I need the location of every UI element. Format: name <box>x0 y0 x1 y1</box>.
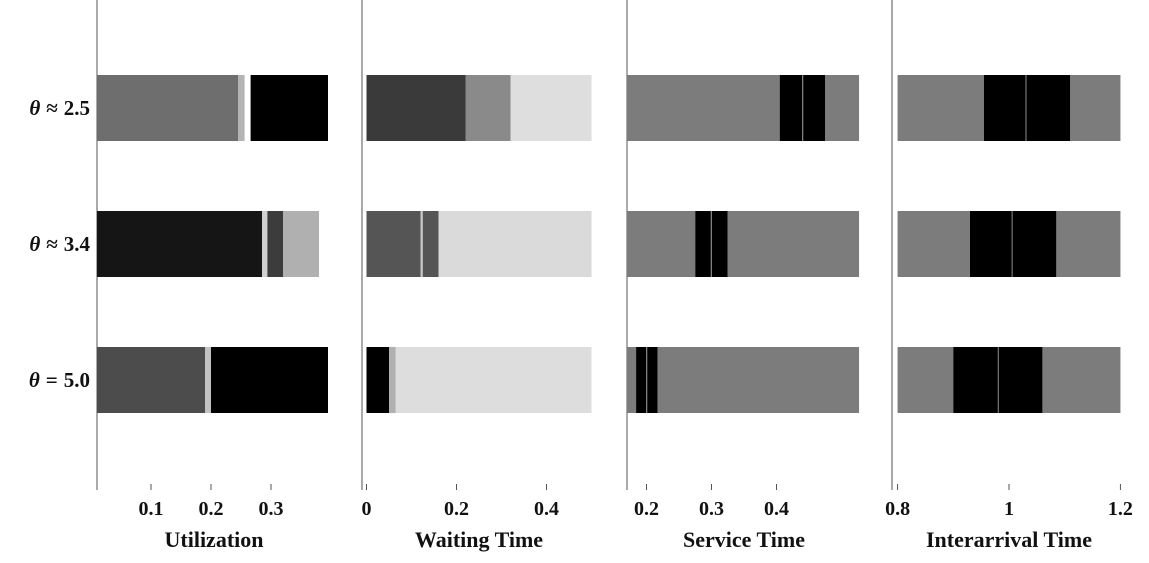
panel-2-row-0-segment-3 <box>825 75 860 141</box>
panel-3-row-1-segment-1 <box>970 211 1012 277</box>
panel-3-row-1-segment-2 <box>1012 211 1057 277</box>
row-label-2: θ = 5.0 <box>29 368 90 392</box>
panel-0-row-2-segment-1 <box>205 347 211 413</box>
row-label-1-symbol: θ <box>29 232 40 256</box>
panel-3-tick-label-0: 0.8 <box>885 498 910 520</box>
panel-2-row-0-segment-1 <box>779 75 803 141</box>
row-label-0-symbol: θ <box>29 96 40 120</box>
panel-0-row-0-segment-1 <box>238 75 245 141</box>
panel-2-row-0-segment-2 <box>803 75 826 141</box>
panel-1-row-1-segment-0 <box>366 211 421 277</box>
panel-2-tick-label-2: 0.4 <box>764 498 789 520</box>
panel-3-x-axis-title: Interarrival Time <box>926 527 1092 552</box>
row-label-0: θ ≈2.5 <box>29 96 90 120</box>
panel-0-row-2-segment-2 <box>211 347 328 413</box>
row-label-1: θ ≈3.4 <box>29 232 90 256</box>
row-label-2-relation: = <box>46 368 58 392</box>
panel-0-row-1-segment-2 <box>267 211 283 277</box>
panel-1-x-axis-title: Waiting Time <box>415 527 543 552</box>
panel-3-row-0-segment-2 <box>1026 75 1071 141</box>
panel-1-row-1-segment-3 <box>438 211 592 277</box>
panel-0-row-1-segment-1 <box>262 211 268 277</box>
row-label-1-value: 3.4 <box>64 232 91 256</box>
panel-1-row-0-segment-0 <box>366 75 466 141</box>
panel-2-row-0-segment-0 <box>627 75 780 141</box>
panel-3-row-2-segment-1 <box>953 347 998 413</box>
panel-1-row-2-segment-0 <box>366 347 389 413</box>
panel-1-row-0-segment-1 <box>465 75 511 141</box>
panel-1-row-0-segment-2 <box>510 75 592 141</box>
panel-3-row-0-segment-1 <box>983 75 1026 141</box>
panel-2-x-axis-title: Service Time <box>683 527 805 552</box>
panel-2-row-2-segment-2 <box>647 347 658 413</box>
panel-3-tick-label-2: 1.2 <box>1108 498 1133 520</box>
panel-3-row-2-segment-0 <box>897 347 954 413</box>
row-label-0-value: 2.5 <box>64 96 90 120</box>
panel-1-row-2-segment-1 <box>389 347 396 413</box>
panel-0-row-1-segment-0 <box>97 211 262 277</box>
panel-3-row-0-segment-0 <box>897 75 984 141</box>
panel-1-tick-label-1: 0.2 <box>444 498 469 520</box>
panel-0-tick-label-2: 0.3 <box>259 498 284 520</box>
panel-1-tick-label-0: 0 <box>362 498 372 520</box>
panel-3-row-1-segment-3 <box>1056 211 1121 277</box>
panel-0-tick-label-1: 0.2 <box>199 498 224 520</box>
panel-1-tick-label-2: 0.4 <box>534 498 559 520</box>
panel-3-row-2-segment-2 <box>998 347 1043 413</box>
panel-2-row-1-segment-1 <box>695 211 711 277</box>
panel-0-row-1-segment-3 <box>283 211 319 277</box>
panel-2-row-1-segment-3 <box>727 211 860 277</box>
panel-1-row-1-segment-2 <box>422 211 439 277</box>
row-label-0-relation: ≈ <box>46 96 58 120</box>
panel-0-tick-label-0: 0.1 <box>139 498 164 520</box>
row-label-2-symbol: θ <box>29 368 40 392</box>
panel-2-tick-label-1: 0.3 <box>699 498 724 520</box>
panel-3-row-2-segment-3 <box>1042 347 1121 413</box>
row-label-2-value: 5.0 <box>64 368 90 392</box>
panel-3-tick-label-1: 1 <box>1004 498 1014 520</box>
panel-2-row-2-segment-3 <box>657 347 860 413</box>
panel-2-row-2-segment-0 <box>627 347 637 413</box>
panel-0-row-0-segment-0 <box>97 75 238 141</box>
panel-0-row-2-segment-0 <box>97 347 205 413</box>
panel-2-row-2-segment-1 <box>636 347 647 413</box>
panel-2-row-1-segment-2 <box>711 211 728 277</box>
panel-2-tick-label-0: 0.2 <box>634 498 659 520</box>
panel-1-row-2-segment-2 <box>395 347 592 413</box>
panel-2-row-1-segment-0 <box>627 211 696 277</box>
panel-3-row-0-segment-3 <box>1070 75 1121 141</box>
panel-0-x-axis-title: Utilization <box>165 527 264 552</box>
row-label-1-relation: ≈ <box>46 232 58 256</box>
panel-1-row-1-segment-1 <box>420 211 423 277</box>
panel-0-row-0-segment-2 <box>250 75 328 141</box>
panel-3-row-1-segment-0 <box>897 211 970 277</box>
